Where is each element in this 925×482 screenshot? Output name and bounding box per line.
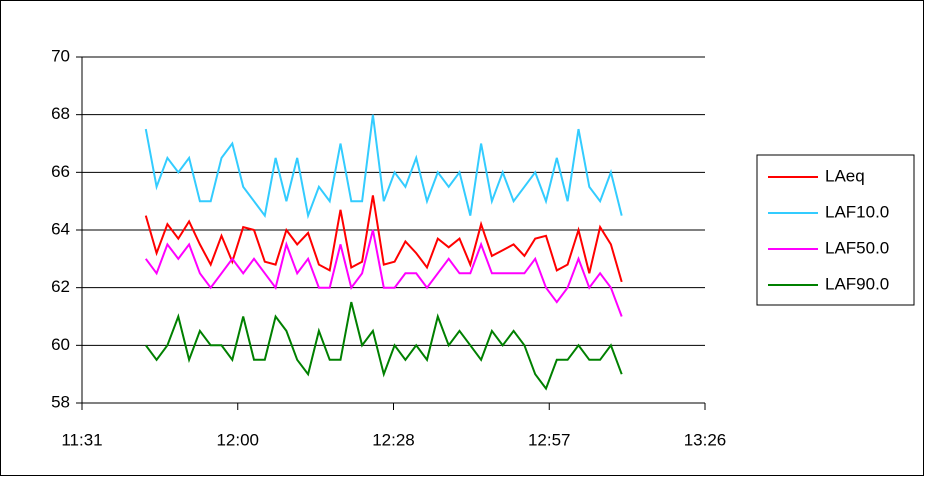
legend-label: LAF90.0 [825, 274, 889, 293]
series-line [144, 195, 623, 283]
x-tick-label: 12:00 [216, 430, 259, 449]
legend-label: LAF10.0 [825, 202, 889, 221]
legend-box [756, 154, 915, 306]
y-tick-label: 58 [51, 392, 70, 411]
y-tick-label: 64 [51, 219, 70, 238]
y-tick-label: 70 [51, 46, 70, 65]
y-tick-label: 60 [51, 335, 70, 354]
x-tick-label: 12:28 [372, 430, 415, 449]
legend-label: LAeq [825, 166, 865, 185]
legend-label: LAF50.0 [825, 238, 889, 257]
series-line [144, 114, 623, 220]
series-line [144, 301, 623, 391]
y-tick-label: 62 [51, 277, 70, 296]
x-tick-label: 13:26 [684, 430, 727, 449]
series-line [144, 229, 623, 317]
y-tick-label: 66 [51, 162, 70, 181]
y-tick-label: 68 [51, 104, 70, 123]
x-tick-label: 11:31 [61, 430, 102, 449]
x-tick-label: 12:57 [528, 430, 571, 449]
